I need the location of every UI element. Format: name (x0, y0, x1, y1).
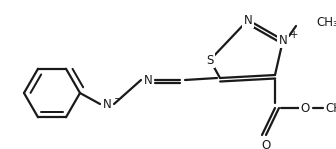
Text: O: O (261, 139, 270, 149)
Text: −: − (114, 94, 122, 104)
Text: N: N (279, 34, 287, 46)
Text: N: N (143, 73, 152, 87)
Text: +: + (290, 30, 298, 40)
Text: N: N (244, 14, 252, 27)
Text: N: N (102, 97, 111, 111)
Text: CH₃: CH₃ (325, 101, 336, 114)
Text: CH₃: CH₃ (316, 15, 336, 28)
Text: O: O (300, 101, 310, 114)
Text: S: S (206, 53, 214, 66)
